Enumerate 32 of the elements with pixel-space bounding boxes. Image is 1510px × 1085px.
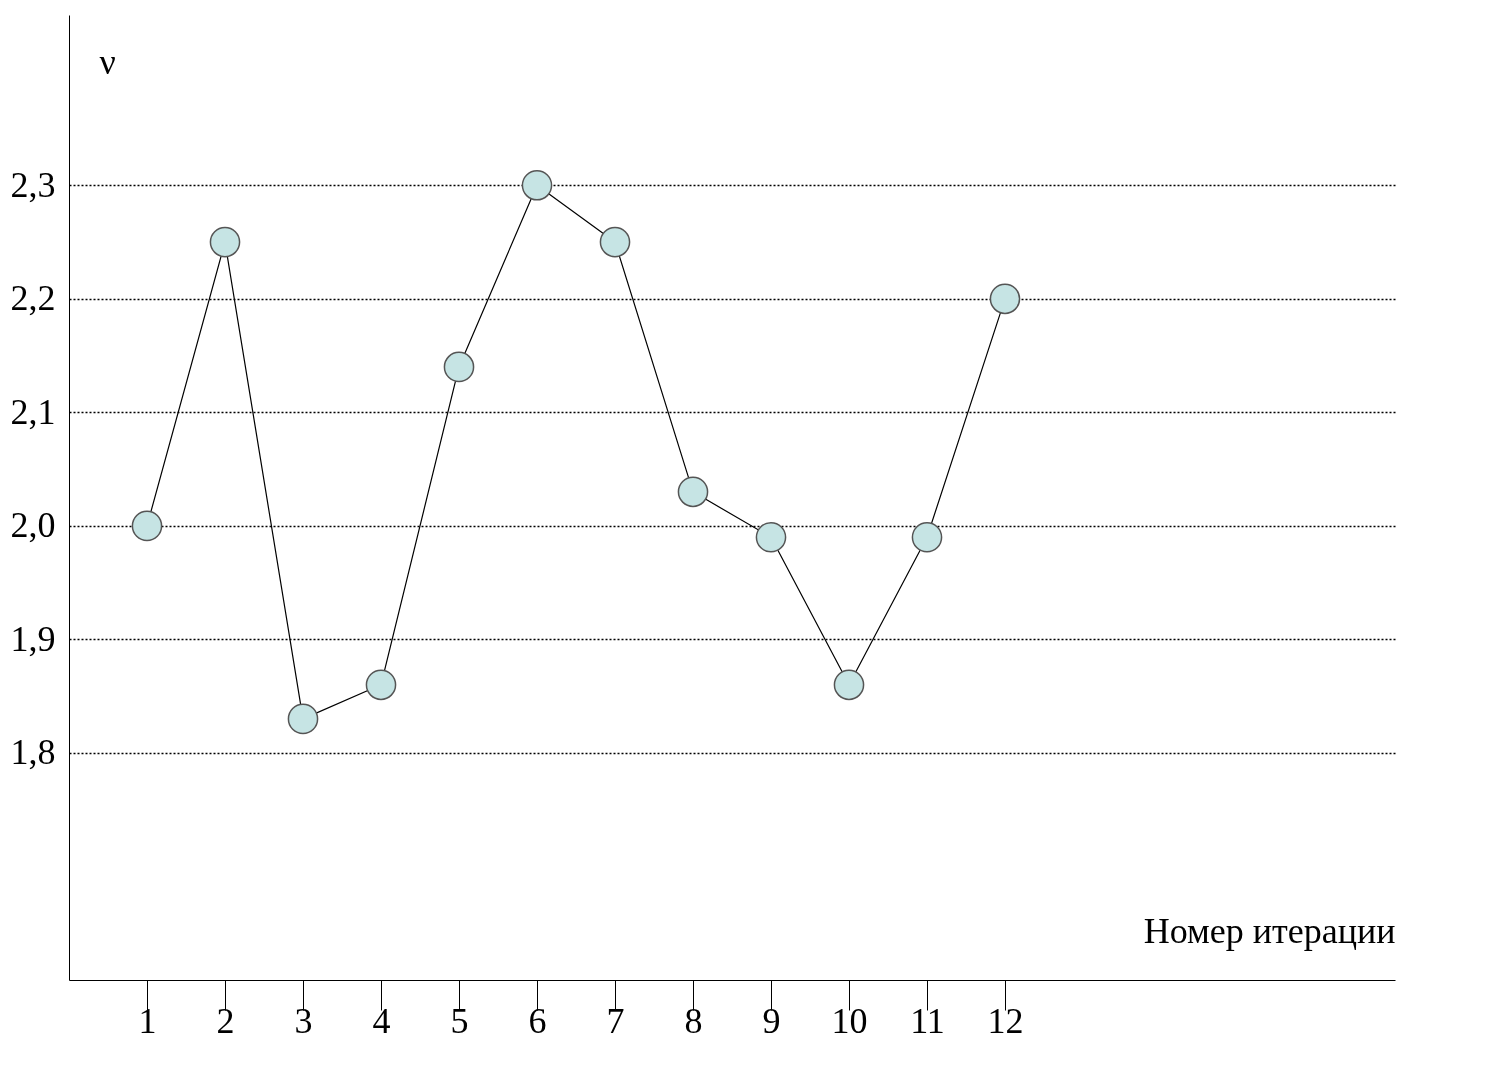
x-tick-label: 4 — [372, 1000, 391, 1041]
x-tick-label: 9 — [762, 1000, 781, 1041]
y-axis-title: ν — [99, 41, 116, 82]
point — [209, 226, 241, 258]
point — [287, 703, 319, 735]
point — [443, 351, 475, 383]
x-tick-label: 7 — [606, 1000, 625, 1041]
point — [755, 521, 787, 553]
y-tick-label: 2,2 — [10, 278, 56, 319]
point — [365, 669, 397, 701]
point — [677, 476, 709, 508]
x-tick-label: 5 — [450, 1000, 469, 1041]
x-tick-label: 11 — [910, 1000, 945, 1041]
point — [521, 170, 553, 201]
x-tick-label: 3 — [294, 1000, 313, 1041]
x-tick-label: 1 — [138, 1000, 157, 1041]
x-tick-label: 2 — [216, 1000, 235, 1041]
x-tick-label: 8 — [684, 1000, 703, 1041]
point — [833, 669, 865, 701]
x-tick-label: 12 — [987, 1000, 1024, 1041]
point — [599, 226, 631, 258]
y-tick-label: 2,3 — [10, 164, 56, 205]
y-tick-label: 1,9 — [10, 618, 56, 659]
y-tick-label: 1,8 — [10, 732, 56, 773]
point — [131, 510, 163, 542]
x-tick-label: 10 — [831, 1000, 868, 1041]
x-axis-title: Номер итерации — [1143, 910, 1396, 951]
y-tick-label: 2,0 — [10, 505, 56, 546]
point — [989, 283, 1021, 315]
x-tick-label: 6 — [528, 1000, 547, 1041]
y-tick-label: 2,1 — [10, 391, 56, 432]
point — [911, 521, 943, 553]
